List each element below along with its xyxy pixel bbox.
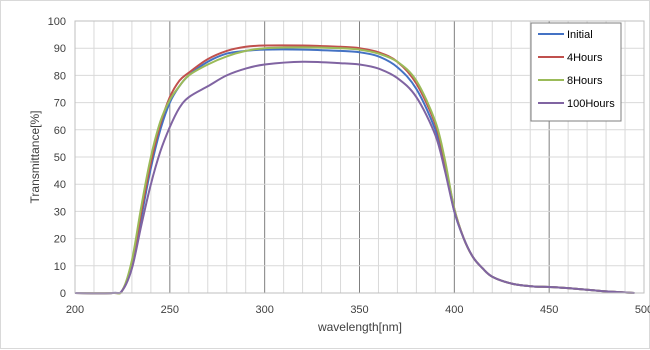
y-tick-label: 80 xyxy=(54,70,66,82)
y-tick-label: 70 xyxy=(54,98,66,110)
y-tick-label: 0 xyxy=(60,288,66,300)
y-tick-label: 40 xyxy=(54,179,66,191)
x-tick-label: 400 xyxy=(445,304,463,316)
y-tick-label: 50 xyxy=(54,152,66,164)
x-tick-label: 250 xyxy=(161,304,179,316)
x-tick-label: 500 xyxy=(635,304,650,316)
legend: Initial 4Hours 8Hours 100Hours xyxy=(530,22,622,122)
legend-label: 100Hours xyxy=(567,98,615,110)
x-axis-label: wavelength[nm] xyxy=(317,320,402,334)
x-tick-label: 200 xyxy=(66,304,84,316)
axes xyxy=(74,20,645,294)
y-tick-label: 10 xyxy=(54,261,66,273)
legend-label: 8Hours xyxy=(567,75,603,87)
legend-label: Initial xyxy=(567,29,593,41)
y-tick-label: 100 xyxy=(48,16,66,28)
plot-area-border xyxy=(74,20,645,294)
y-tick-label: 60 xyxy=(54,125,66,137)
x-tick-labels: 200 250 300 350 400 450 500 xyxy=(66,304,650,316)
x-tick-label: 450 xyxy=(540,304,558,316)
legend-box xyxy=(530,22,622,122)
y-tick-label: 30 xyxy=(54,206,66,218)
legend-label: 4Hours xyxy=(567,52,603,64)
x-tick-label: 300 xyxy=(255,304,273,316)
y-tick-label: 90 xyxy=(54,43,66,55)
x-tick-label: 350 xyxy=(350,304,368,316)
y-tick-labels: 0 10 20 30 40 50 60 70 80 90 100 xyxy=(48,16,66,300)
series-lines xyxy=(74,44,635,295)
y-tick-label: 20 xyxy=(54,234,66,246)
series-line-100hours xyxy=(74,60,635,295)
y-axis-label: Transmittance[%] xyxy=(28,111,42,204)
